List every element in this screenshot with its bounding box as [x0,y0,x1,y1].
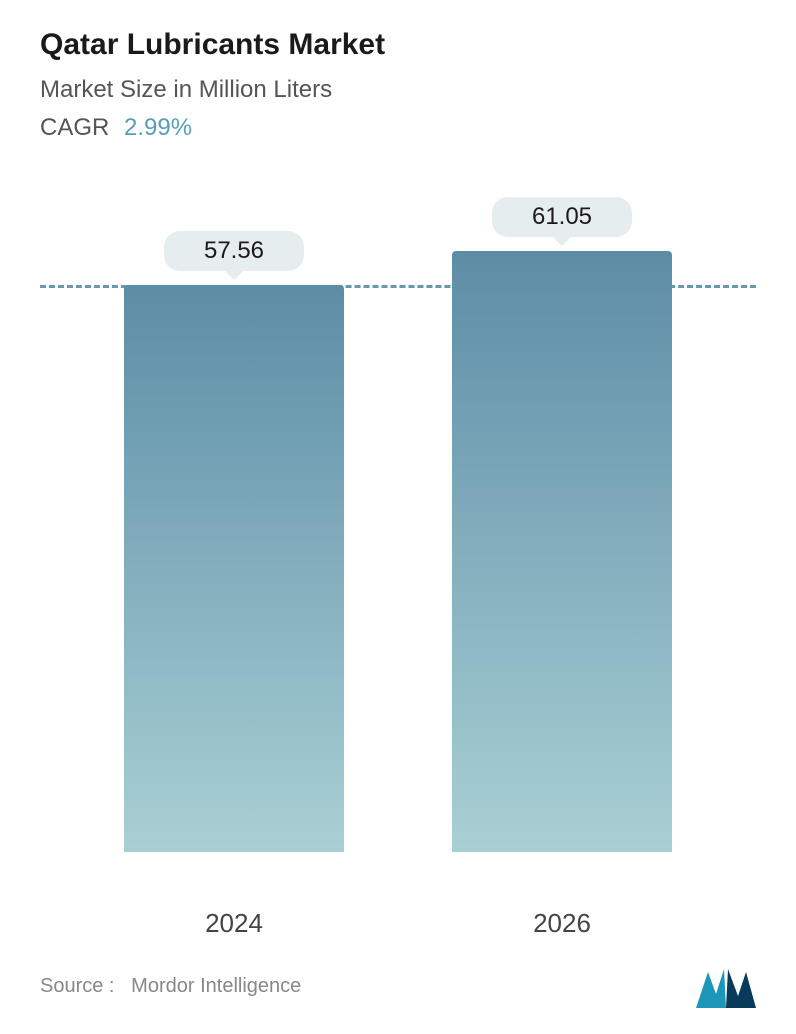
source-label: Source : [40,975,114,997]
chart-title: Qatar Lubricants Market [40,28,756,62]
footer: Source : Mordor Intelligence [40,964,756,1008]
bar-group-2024: 57.56 [124,231,344,852]
cagr-value: 2.99% [124,114,192,141]
bars-wrap: 57.56 61.05 [70,212,726,852]
x-label-2026: 2026 [452,908,672,939]
chart-container: Qatar Lubricants Market Market Size in M… [0,0,796,1034]
chart-subtitle: Market Size in Million Liters [40,76,756,104]
bar-2024 [124,285,344,852]
cagr-label: CAGR [40,114,109,141]
x-label-2024: 2024 [124,908,344,939]
source-value: Mordor Intelligence [131,975,301,997]
logo-icon [696,964,756,1008]
mordor-logo-svg [696,964,756,1008]
value-label-2024: 57.56 [164,231,304,271]
bar-2026 [452,251,672,852]
bar-group-2026: 61.05 [452,197,672,852]
value-label-2026: 61.05 [492,197,632,237]
source-text: Source : Mordor Intelligence [40,975,301,998]
x-axis-labels: 2024 2026 [40,908,756,939]
chart-area: 57.56 61.05 [40,212,756,892]
cagr-row: CAGR 2.99% [40,114,756,142]
